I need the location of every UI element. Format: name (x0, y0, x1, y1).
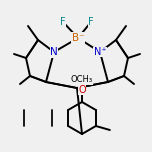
Text: F: F (60, 17, 66, 27)
Text: B⁻: B⁻ (72, 33, 84, 43)
Text: F: F (88, 17, 94, 27)
Text: OCH₃: OCH₃ (71, 76, 93, 85)
Text: O: O (78, 85, 86, 95)
Text: N: N (50, 47, 58, 57)
Text: N⁺: N⁺ (94, 47, 106, 57)
